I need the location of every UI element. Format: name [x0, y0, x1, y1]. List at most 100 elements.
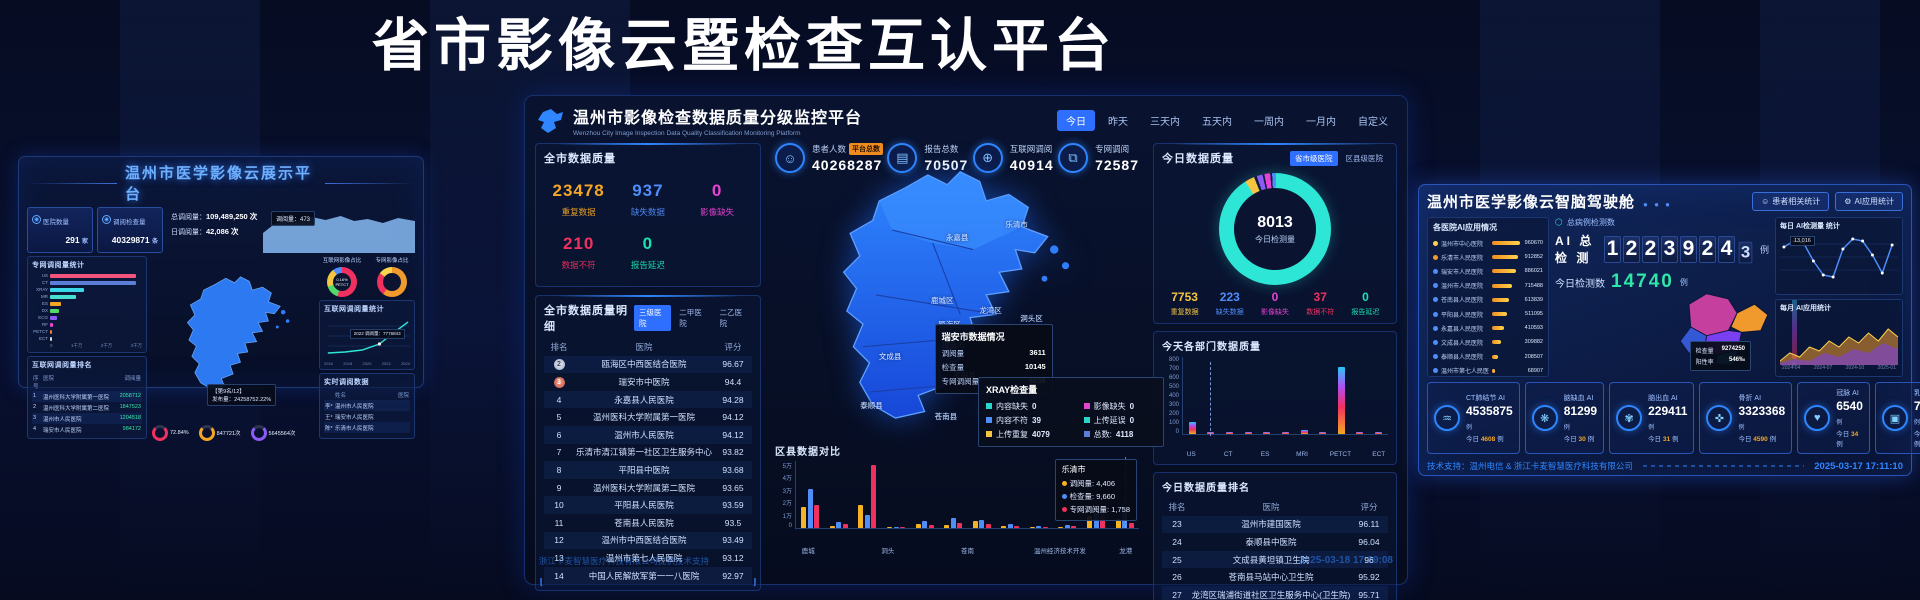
table-row[interactable]: 3 温州市人民医院 1204518: [32, 413, 142, 424]
district-label[interactable]: 苍南县: [934, 411, 958, 421]
table-row[interactable]: 27 龙湾区瑞浦街道社区卫生服务中心(卫生院) 95.71: [1162, 585, 1388, 600]
tab-一月内[interactable]: 一月内: [1306, 117, 1336, 128]
district-label[interactable]: 洞头区: [1020, 314, 1043, 324]
hbar-row[interactable]: RF: [32, 321, 142, 328]
hbar-row[interactable]: DX: [32, 307, 142, 314]
bar[interactable]: [1263, 432, 1271, 434]
hospital-ai-row[interactable]: 乐清市人民医院 912852: [1433, 250, 1543, 264]
bar[interactable]: [1337, 366, 1345, 434]
donut-chart[interactable]: 0.16% PETCT: [327, 267, 357, 297]
bar-group[interactable]: [829, 461, 848, 528]
bar-group[interactable]: [944, 461, 963, 528]
table-row[interactable]: 26 苍南县马站中心卫生院 95.92: [1162, 568, 1388, 586]
ai-stat-card[interactable]: ♥ 冠脉 AI 6540 例今日 34 例: [1797, 382, 1870, 454]
ai-stat-card[interactable]: ❋ 脑缺血 AI 81299 例今日 30 例: [1524, 382, 1605, 454]
table-row[interactable]: 10 平阳县人民医院 93.59: [544, 496, 752, 514]
table-row[interactable]: 12 温州市中西医结合医院 93.49: [544, 531, 752, 550]
district-label[interactable]: 龙湾区: [979, 306, 1002, 316]
left-line-chart[interactable]: 2022 调阅量：7776843: [324, 316, 410, 361]
table-row[interactable]: 5 温州医科大学附属第一医院 94.12: [544, 408, 752, 426]
toggle-区县级医院[interactable]: 区县级医院: [1345, 153, 1384, 163]
tab-二甲医院[interactable]: 二甲医院: [679, 308, 702, 328]
pager-dots[interactable]: ● ● ●: [1643, 200, 1672, 209]
table-row[interactable]: 王* 瑞安市人民医院: [324, 411, 410, 422]
table-row[interactable]: 8 平阳县中医院 93.68: [544, 461, 752, 479]
hospital-ai-row[interactable]: 温州市中心医院 960670: [1433, 236, 1543, 250]
table-row[interactable]: 2 瓯海区中西医结合医院 96.67: [544, 355, 752, 374]
left-area-chart[interactable]: 调阅量：473: [263, 207, 415, 253]
table-row[interactable]: 2 温州医科大学附属第二医院 1847523: [32, 402, 142, 413]
donut-chart[interactable]: [377, 267, 407, 297]
stat-card[interactable]: ◉ 调阅检查量 40329871 条: [97, 207, 163, 253]
table-row[interactable]: 7 乐清市清江镇第一社区卫生服务中心 93.82: [544, 444, 752, 462]
left-mini-map[interactable]: 【第9名/12】 发布量：24258752.22% 72.84% 847721次 5…: [152, 256, 314, 441]
hospital-ai-row[interactable]: 文成县人民医院 309882: [1433, 335, 1543, 349]
table-row[interactable]: 1 温州医科大学附属第一医院 2058712: [32, 391, 142, 402]
bar-group[interactable]: [1058, 461, 1077, 528]
bar-group[interactable]: [858, 461, 877, 528]
table-row[interactable]: 14 中国人民解放军第一一八医院 92.97: [544, 566, 752, 585]
table-row[interactable]: 陈* 乐清市人民医院: [324, 422, 410, 433]
ai-stat-card[interactable]: ✾ 脑出血 AI 229411 例今日 31 例: [1609, 382, 1695, 454]
district-label[interactable]: 鹿城区: [930, 295, 954, 305]
hospital-ai-row[interactable]: 温州市第七人民医院 68907: [1433, 364, 1543, 378]
ai-stat-card[interactable]: ✜ 骨折 AI 3323368 例今日 4590 例: [1699, 382, 1793, 454]
hospital-ai-row[interactable]: 苍南县人民医院 613839: [1433, 293, 1543, 307]
hbar-row[interactable]: ECG: [32, 314, 142, 321]
table-row[interactable]: 13 温州市第七人民医院 93.12: [544, 549, 752, 567]
table-row[interactable]: 4 永嘉县人民医院 94.28: [544, 390, 752, 409]
hospital-ai-row[interactable]: 泰顺县人民医院 208507: [1433, 350, 1543, 364]
ai-stat-card[interactable]: ♒ CT肺结节 AI 4535875 例今日 4608 例: [1427, 382, 1520, 454]
bar[interactable]: [1281, 432, 1289, 434]
ai-stat-card[interactable]: ▣ 乳腺 AI 77915 例今日 222 例: [1874, 382, 1920, 454]
table-row[interactable]: 李* 温州市人民医院: [324, 400, 410, 411]
bar[interactable]: [1356, 432, 1364, 434]
table-row[interactable]: 23 温州市建国医院 96.11: [1162, 515, 1388, 534]
tab-一周内[interactable]: 一周内: [1254, 117, 1284, 128]
person-stats-button[interactable]: ☺ 患者相关统计: [1752, 192, 1830, 211]
hospital-ai-row[interactable]: 温州市人民医院 715488: [1433, 279, 1543, 293]
table-row[interactable]: 9 温州医科大学附属第二医院 93.65: [544, 479, 752, 497]
tab-今日[interactable]: 今日: [1057, 110, 1095, 131]
table-row[interactable]: 24 泰顺县中医院 96.04: [1162, 533, 1388, 551]
bar-group[interactable]: [915, 461, 934, 528]
bar-group[interactable]: [887, 461, 906, 528]
bar[interactable]: [1226, 432, 1234, 434]
bar[interactable]: [1244, 432, 1252, 434]
city-map[interactable]: 永嘉县乐清市鹿城区龙湾区瓯海区洞头区瑞安市文成县平阳县泰顺县苍南县 瑞安市数据情…: [771, 170, 1143, 443]
district-label[interactable]: 乐清市: [1005, 219, 1028, 229]
district-label[interactable]: 永嘉县: [945, 233, 969, 243]
hbar-row[interactable]: PETCT: [32, 328, 142, 335]
hbar-row[interactable]: XRAY: [32, 286, 142, 293]
bar[interactable]: [1207, 372, 1215, 436]
hbar-row[interactable]: US: [32, 272, 142, 279]
hbar-row[interactable]: ECT: [32, 335, 142, 342]
bar[interactable]: [1319, 432, 1327, 434]
monthly-ai-chart-box[interactable]: 每月 AI应用统计 2024-04 2024-07 2024-10 2025-01: [1775, 299, 1903, 377]
district-compare-chart[interactable]: 区县数据对比 5万 4万 3万 2万 1万 0 鹿城 洞头 苍南 温州经济技术开发 龙港 乐清市 …: [771, 443, 1143, 555]
bar[interactable]: [1188, 422, 1196, 434]
hbar-row[interactable]: MR: [32, 293, 142, 300]
district-label[interactable]: 文成县: [878, 352, 902, 362]
hospital-ai-row[interactable]: 永嘉县人民医院 410593: [1433, 321, 1543, 335]
table-row[interactable]: 6 温州市人民医院 94.12: [544, 425, 752, 444]
table-row[interactable]: 4 瑞安市人民医院 984172: [32, 424, 142, 435]
tab-三天内[interactable]: 三天内: [1150, 117, 1180, 128]
daily-ai-chart-box[interactable]: 每日 AI检测量 统计 13,016: [1775, 217, 1903, 295]
dept-quality-chart[interactable]: 800 700 600 500 400 300 200 100 0 XRAY检查量 内容缺失 0 内…: [978, 357, 1388, 449]
tab-二乙医院[interactable]: 二乙医院: [719, 308, 743, 328]
district-label[interactable]: 泰顺县: [860, 400, 883, 410]
hbar-row[interactable]: ES: [32, 300, 142, 307]
stat-card[interactable]: ◉ 医院数量 291 家: [27, 207, 93, 253]
bar-group[interactable]: [1001, 461, 1020, 528]
table-row[interactable]: 25 文成县黄坦镇卫生院 96: [1162, 550, 1388, 569]
bar[interactable]: [1300, 430, 1308, 434]
tab-自定义[interactable]: 自定义: [1358, 117, 1388, 128]
today-quality-donut[interactable]: 8013 今日检测量: [1219, 173, 1331, 285]
bar-group[interactable]: [1029, 461, 1048, 528]
hbar-row[interactable]: CT: [32, 279, 142, 286]
table-row[interactable]: 3 瑞安市中医院 94.4: [544, 373, 752, 391]
bar-group[interactable]: [972, 461, 991, 528]
tab-五天内[interactable]: 五天内: [1202, 117, 1232, 128]
toggle-省市级医院[interactable]: 省市级医院: [1290, 150, 1338, 166]
